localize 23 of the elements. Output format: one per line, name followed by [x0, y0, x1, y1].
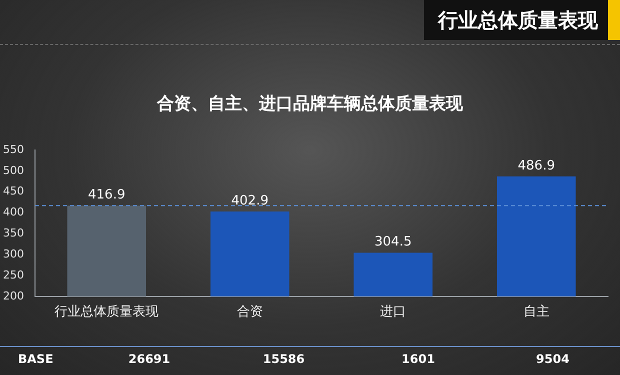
chart-title: 合资、自主、进口品牌车辆总体质量表现 — [156, 93, 464, 115]
y-tick-label: 450 — [2, 184, 24, 198]
y-tick-label: 500 — [2, 164, 24, 177]
x-tick-label: 进口 — [380, 304, 406, 320]
x-tick-label: 行业总体质量表现 — [54, 304, 159, 320]
y-tick-label: 300 — [2, 247, 24, 260]
data-label: 416.9 — [88, 188, 126, 203]
y-tick-label: 550 — [2, 142, 24, 156]
y-tick-label: 400 — [2, 206, 24, 219]
y-tick-label: 200 — [2, 289, 24, 302]
y-tick-label: 250 — [2, 268, 24, 282]
text: BASE — [17, 352, 54, 366]
text: 9504 — [535, 352, 570, 366]
x-tick-label: 自主 — [523, 304, 550, 320]
text: 15586 — [262, 352, 306, 366]
data-label: 486.9 — [518, 158, 555, 174]
x-tick-label: 合资 — [236, 304, 263, 320]
text: 1601 — [400, 352, 436, 366]
y-tick-label: 350 — [2, 226, 24, 240]
text: 行业总体质量表现 — [438, 6, 598, 34]
data-label: 304.5 — [374, 234, 412, 250]
data-label: 402.9 — [231, 193, 268, 208]
text: 26691 — [127, 352, 172, 366]
